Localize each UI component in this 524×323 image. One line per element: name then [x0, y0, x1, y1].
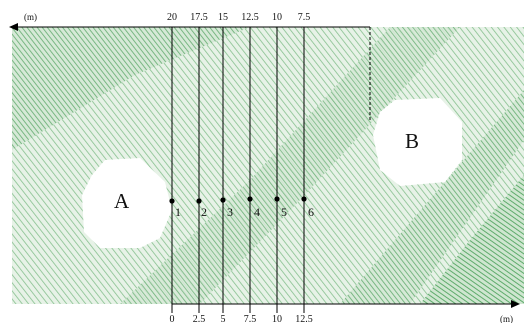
fracture-zone	[420, 175, 524, 304]
top-tick-label: 12.5	[241, 12, 259, 23]
rock-band-upper	[12, 27, 250, 150]
bottom-axis-unit: (m)	[500, 314, 513, 323]
rock-band-middle	[120, 27, 460, 304]
measurement-point-1	[169, 198, 175, 204]
bottom-tick-label: 10	[272, 314, 282, 323]
top-axis: (m) 20 17.5 15 12.5 10 7.5	[9, 12, 371, 120]
measurement-point-4	[247, 196, 253, 202]
bottom-tick-label: 7.5	[244, 314, 257, 323]
top-axis-unit: (m)	[24, 12, 37, 22]
measurement-point-label: 6	[308, 205, 314, 219]
bottom-axis-arrow-icon	[511, 300, 520, 308]
measurement-point-label: 1	[175, 205, 181, 219]
top-tick-label: 7.5	[298, 12, 311, 23]
bottom-tick-label: 12.5	[295, 314, 313, 323]
measurement-point-label: 4	[254, 205, 260, 219]
measurement-point-3	[220, 197, 226, 203]
top-tick-label: 10	[272, 12, 282, 23]
rock-band-right	[340, 90, 524, 304]
measurement-point-label: 5	[281, 205, 287, 219]
tunnel-a-label: A	[114, 189, 130, 213]
tunnel-b	[373, 98, 462, 186]
bottom-axis: 0 2.5 5 7.5 10 12.5 (m)	[170, 300, 520, 323]
bottom-tick-label: 0	[170, 314, 175, 323]
top-tick-label: 20	[167, 12, 177, 23]
bottom-tick-label: 2.5	[193, 314, 206, 323]
measurement-point-6	[301, 196, 307, 202]
top-tick-label: 17.5	[190, 12, 208, 23]
tunnel-a	[82, 158, 172, 248]
bottom-tick-label: 5	[221, 314, 226, 323]
measurement-lines	[171, 27, 305, 313]
tunnel-b-label: B	[405, 129, 419, 153]
measurement-point-2	[196, 198, 202, 204]
measurement-points: 1 2 3 4 5 6	[169, 196, 314, 219]
top-axis-arrow-icon	[9, 23, 18, 31]
measurement-point-5	[274, 196, 280, 202]
measurement-point-label: 3	[227, 205, 233, 219]
top-tick-label: 15	[218, 12, 228, 23]
measurement-point-label: 2	[201, 205, 207, 219]
